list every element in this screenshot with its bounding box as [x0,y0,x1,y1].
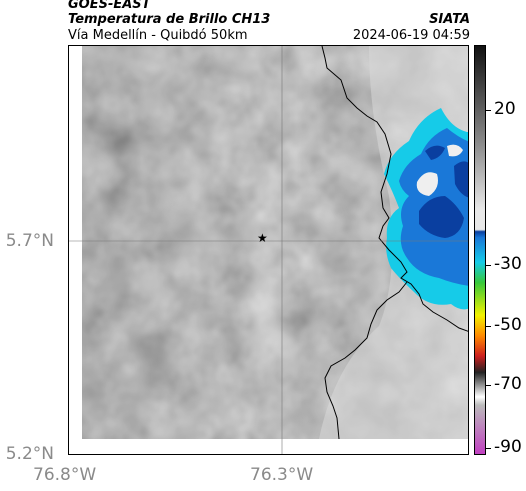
satellite-map[interactable] [68,45,469,455]
colorbar-label-minus30: -30 [494,254,522,274]
boundary-line-south [324,281,408,440]
title-line-2: Temperatura de Brillo CH13 [68,12,271,27]
colorbar-label-minus50: -50 [494,315,522,335]
title-line-3: Vía Medellín - Quibdó 50km [68,28,248,43]
cloud-hole-2 [447,144,463,157]
deep-blue-core-3 [454,161,468,198]
colorbar-tick [486,385,491,386]
colorbar-tick [486,448,491,449]
colorbar-tick [486,265,491,266]
boundary-line-north [321,46,468,332]
colorbar-label-minus90: -90 [494,437,522,457]
deep-blue-core-1 [419,196,464,238]
y-label-5-7: 5.7°N [5,231,54,251]
colorbar-tick [486,110,491,111]
cloud-hole-1 [416,172,438,196]
y-label-5-2: 5.2°N [5,444,54,464]
x-label-76-8: 76.8°W [33,465,97,485]
brand-label: SIATA [429,12,470,27]
colorbar [474,45,486,455]
title-line-1: GOES-EAST [68,0,151,12]
colorbar-label-20: 20 [494,99,516,119]
star-icon: ★ [257,231,268,245]
timestamp: 2024-06-19 04:59 [352,28,470,43]
colorbar-label-minus70: -70 [494,374,522,394]
colorbar-tick [486,326,491,327]
deep-blue-core-2 [425,145,445,160]
map-canvas [69,46,468,454]
x-label-76-3: 76.3°W [250,465,314,485]
